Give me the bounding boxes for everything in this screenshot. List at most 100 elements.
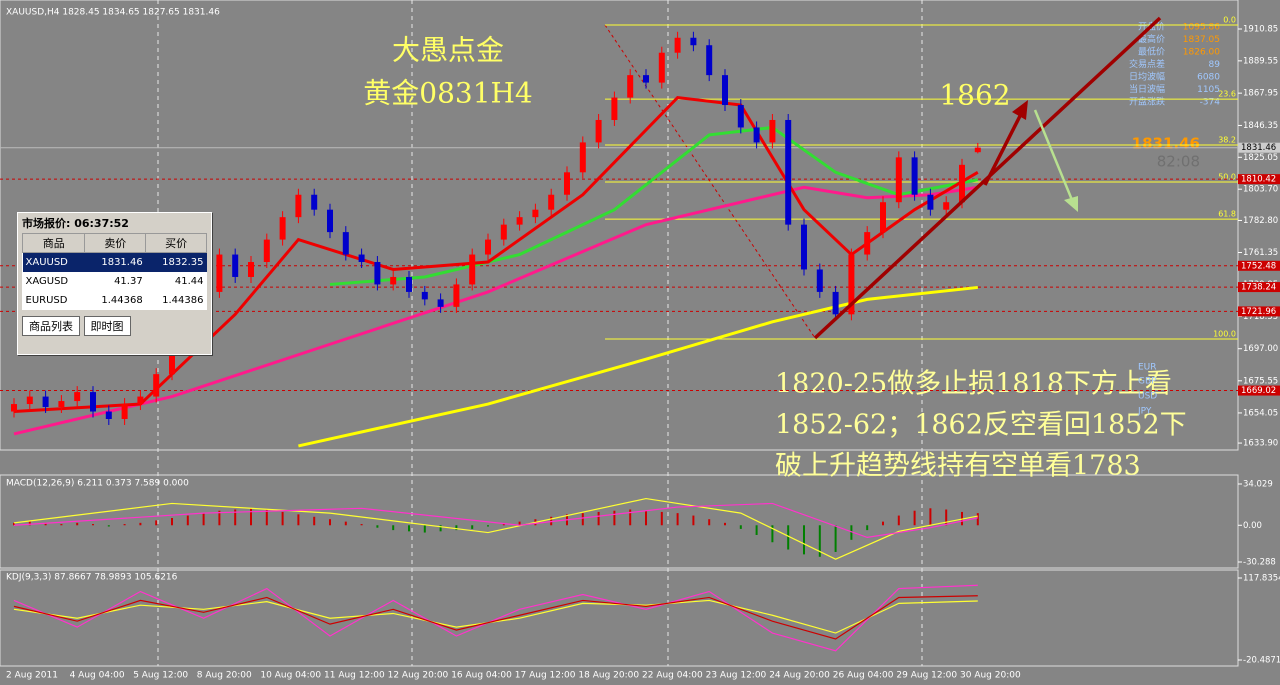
arrow	[1033, 109, 1074, 201]
histogram-bar	[439, 525, 442, 532]
candle-body	[895, 157, 902, 203]
level-box	[1238, 260, 1280, 271]
y-tick-label: 1825.05	[1243, 153, 1278, 163]
level-box	[1238, 282, 1280, 293]
bid: 1.44368	[101, 295, 143, 306]
histogram-bar	[123, 524, 126, 526]
histogram-bar	[550, 516, 553, 526]
market-watch[interactable]: 市场报价: 06:37:52 商品 卖价 买价 XAUUSD 1831.46 1832.…	[17, 212, 212, 355]
candle-body	[611, 97, 618, 120]
x-tick-label: 5 Aug 12:00	[133, 671, 188, 681]
level-label: 1810.42	[1241, 175, 1276, 185]
candle-body	[421, 291, 428, 300]
candle-body	[153, 374, 160, 397]
candle-body	[880, 202, 886, 233]
ask: 1832.35	[145, 252, 207, 272]
quote-row[interactable]: XAGUSD 41.37 41.44	[23, 272, 207, 291]
level-label: 1669.02	[1241, 386, 1276, 396]
histogram-bar	[739, 525, 742, 529]
vertical-grid	[157, 0, 923, 666]
info-label: 日均波幅	[1129, 71, 1165, 83]
arrow-head	[1064, 196, 1078, 212]
histogram-bar	[834, 525, 837, 552]
y-tick-label: 0.00	[1243, 521, 1262, 531]
fib-label: 61.8	[1218, 210, 1236, 219]
candle-body	[579, 142, 586, 173]
candle-body	[785, 119, 792, 225]
tab[interactable]: 商品列表	[22, 316, 80, 336]
histogram-bar	[818, 525, 821, 557]
fib-label: 100.0	[1213, 330, 1236, 339]
x-tick-label: 8 Aug 20:00	[197, 671, 252, 681]
histogram-bar	[281, 511, 284, 526]
quote-row[interactable]: EURUSD 1.44368 1.44386	[23, 291, 207, 310]
candle-body	[911, 157, 918, 195]
indicator-line	[13, 502, 978, 539]
candle-body	[532, 209, 539, 218]
x-tick-label: 29 Aug 12:00	[896, 671, 957, 681]
y-tick-label: 1761.35	[1243, 248, 1278, 258]
candle-body	[737, 105, 744, 128]
histogram-bar	[866, 525, 869, 531]
arrow	[983, 111, 1024, 186]
info-label: 当日波幅	[1129, 83, 1165, 95]
countdown: 82:08	[1157, 153, 1200, 171]
histogram-bar	[92, 524, 94, 526]
bid: 1831.46	[84, 252, 146, 272]
histogram-bar	[297, 514, 300, 526]
histogram-bar	[202, 513, 205, 526]
currency: EUR	[1138, 363, 1157, 373]
indicator-line	[13, 185, 979, 436]
level-label: 1721.96	[1241, 307, 1276, 317]
histogram-bar	[455, 525, 458, 531]
histogram-bar	[755, 525, 758, 535]
histogram-bar	[408, 525, 410, 532]
currency-list: EUR GBP USD JPY	[1137, 363, 1157, 417]
histogram-bar	[139, 522, 142, 526]
note: 1820-25做多止损1818下方上看	[775, 369, 1172, 400]
histogram-bar	[882, 521, 884, 526]
histogram-bar	[897, 515, 900, 526]
info-label: 开盘涨跌	[1129, 96, 1165, 108]
y-tick-label: 1697.00	[1243, 344, 1278, 354]
quotes-table: 商品 卖价 买价 XAUUSD 1831.46 1832.35 XAGUSD 41.37 4…	[21, 233, 207, 310]
x-tick-label: 2 Aug 2011	[6, 671, 58, 681]
candle-body	[374, 262, 381, 285]
x-tick-label: 4 Aug 04:00	[70, 671, 125, 681]
candle-body	[706, 45, 713, 76]
histogram-bar	[313, 516, 316, 526]
currency: JPY	[1137, 407, 1152, 417]
quote-row[interactable]: XAUUSD 1831.46 1832.35	[22, 252, 207, 272]
candle-body	[959, 164, 965, 203]
histogram-bar	[660, 511, 663, 526]
y-tick-label: 34.029	[1243, 480, 1273, 490]
arrow-head	[1012, 100, 1028, 120]
candle-body	[548, 194, 555, 210]
y-tick-label: 1782.80	[1243, 216, 1278, 226]
histogram-bar	[945, 509, 948, 526]
candle-body	[974, 147, 981, 153]
candle-body	[121, 404, 128, 419]
histogram-bar	[929, 508, 932, 526]
x-tick-label: 26 Aug 04:00	[833, 671, 894, 681]
candle-body	[674, 37, 681, 53]
histogram-bar	[692, 515, 695, 526]
candle-body	[11, 404, 17, 412]
tab[interactable]: 即时图	[83, 316, 131, 336]
y-tick-label: 1910.85	[1243, 25, 1278, 35]
histogram-bar	[360, 524, 363, 526]
candle-body	[690, 37, 697, 46]
y-tick-label: 1803.70	[1243, 185, 1278, 195]
chart-name: 黄金0831H4	[363, 77, 533, 110]
fib-label: 0.0	[1223, 16, 1236, 25]
candle-body	[643, 75, 649, 83]
level-box	[1238, 174, 1280, 185]
header: 卖价	[84, 233, 147, 253]
histogram-bar	[76, 522, 79, 526]
histogram-bar	[155, 520, 158, 526]
fib-label: 38.2	[1218, 135, 1236, 144]
histogram-bar	[502, 524, 505, 526]
histogram-bar	[344, 521, 347, 526]
histogram-bar	[597, 511, 600, 526]
